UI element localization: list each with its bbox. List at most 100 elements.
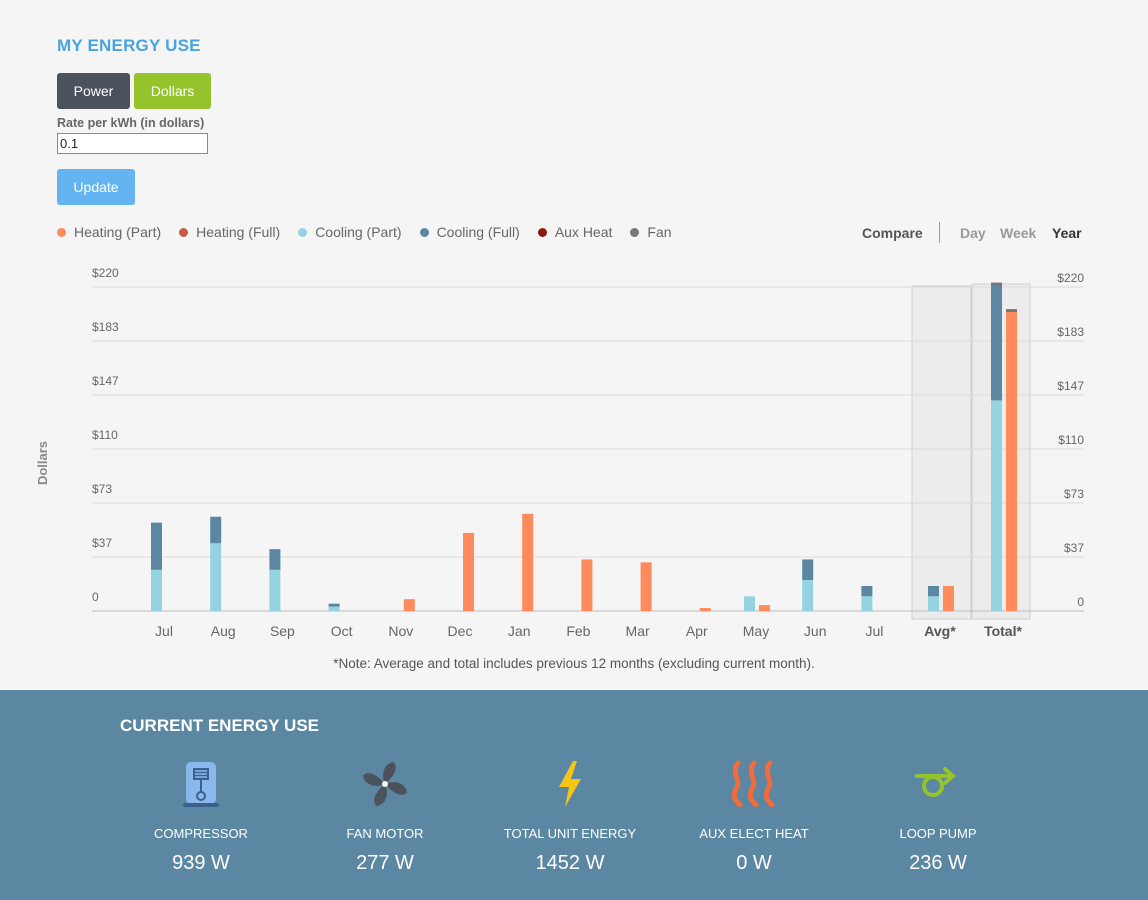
compressor-icon xyxy=(111,758,291,810)
bar-cooling-full xyxy=(151,522,162,570)
x-tick-label: Oct xyxy=(331,623,353,639)
bar-cooling-part xyxy=(802,580,814,611)
energy-bar-chart: 0 0 $37 $37 $73 $73 $110 $110 $147 $147 $183 $183 $2… xyxy=(35,266,1084,639)
bar-heating-part xyxy=(640,562,652,611)
bar-heating-part xyxy=(581,559,593,611)
legend-label: Heating (Part) xyxy=(74,224,162,240)
y-tick-label: $110 xyxy=(92,428,118,442)
loop-pump-value: 236 W xyxy=(909,852,967,874)
x-tick-label: Aug xyxy=(211,623,236,639)
avg-highlight-zone xyxy=(911,285,972,620)
x-tick-label: Nov xyxy=(388,623,413,639)
loop-pump-icon xyxy=(848,758,1028,810)
legend-dot-icon xyxy=(630,227,640,237)
y-tick-label: $73 xyxy=(92,482,112,496)
update-button[interactable]: Update xyxy=(57,169,135,205)
legend-label: Cooling (Full) xyxy=(436,224,520,240)
y-tick-label: $183 xyxy=(92,320,119,334)
page-title: MY ENERGY USE xyxy=(57,36,201,55)
bar-cooling-full xyxy=(802,559,814,581)
bar-cooling-full xyxy=(328,603,340,607)
x-tick-label: Total* xyxy=(984,623,1022,639)
total-unit-energy-label: TOTAL UNIT ENERGY xyxy=(503,826,637,841)
fan-motor-label: FAN MOTOR xyxy=(346,826,424,841)
y-axis-label: Dollars xyxy=(35,441,50,485)
current-energy-title: CURRENT ENERGY USE xyxy=(120,716,319,735)
legend-item[interactable]: Heating (Part) xyxy=(57,224,161,240)
y-tick-label-right: $183 xyxy=(1057,325,1084,339)
bar-heating-part xyxy=(943,585,954,611)
legend-dot-icon xyxy=(537,227,547,237)
legend-dot-icon xyxy=(57,227,66,237)
legend-label: Fan xyxy=(647,224,672,240)
period-week-tab[interactable]: Week xyxy=(1000,225,1037,241)
y-tick-label-right: $37 xyxy=(1064,541,1084,555)
x-tick-label: Avg* xyxy=(924,623,956,639)
legend-label: Heating (Full) xyxy=(196,224,281,240)
current-energy-panel: CURRENT ENERGY USE COMPRESSOR 939 W xyxy=(0,690,1148,900)
loop-pump-label: LOOP PUMP xyxy=(899,826,977,841)
legend-item[interactable]: Cooling (Full) xyxy=(419,224,520,240)
legend-dot-icon xyxy=(298,227,308,237)
x-tick-label: Jul xyxy=(865,623,883,639)
x-tick-label: Dec xyxy=(448,623,473,639)
dollars-toggle-button[interactable]: Dollars xyxy=(134,73,211,109)
legend-label: Aux Heat xyxy=(554,224,613,240)
y-tick-label: $147 xyxy=(92,374,119,388)
legend-dot-icon xyxy=(419,227,429,237)
lightning-icon xyxy=(480,758,660,810)
fan-motor-icon xyxy=(295,758,475,810)
x-tick-label: May xyxy=(743,623,769,639)
bar-fan xyxy=(991,282,1002,286)
bar-cooling-part xyxy=(861,596,873,611)
loop-pump-tile: LOOP PUMP 236 W xyxy=(848,758,1028,875)
compressor-label: COMPRESSOR xyxy=(154,826,248,841)
y-tick-label-right: $220 xyxy=(1057,271,1084,285)
compare-button[interactable]: Compare xyxy=(862,225,923,241)
legend-item[interactable]: Heating (Full) xyxy=(179,224,280,240)
total-unit-energy-tile: TOTAL UNIT ENERGY 1452 W xyxy=(480,758,660,875)
x-tick-label: Jul xyxy=(155,623,173,639)
bar-heating-part xyxy=(463,532,474,611)
y-tick-label-right: 0 xyxy=(1077,595,1084,609)
bar-cooling-part xyxy=(151,569,162,611)
legend-item[interactable]: Fan xyxy=(630,224,672,240)
aux-heat-tile: AUX ELECT HEAT 0 W xyxy=(664,758,844,875)
bar-cooling-part xyxy=(328,606,340,611)
bar-fan xyxy=(1006,309,1017,313)
compressor-tile: COMPRESSOR 939 W xyxy=(111,758,291,875)
x-tick-label: Mar xyxy=(626,623,650,639)
bar-heating-part xyxy=(403,599,415,611)
bar-cooling-part xyxy=(210,543,222,611)
legend-item[interactable]: Aux Heat xyxy=(537,224,613,240)
compressor-value: 939 W xyxy=(172,852,230,874)
power-toggle-button[interactable]: Power xyxy=(57,73,130,109)
bar-cooling-full xyxy=(991,285,1002,401)
bar-heating-part xyxy=(1006,312,1017,611)
bar-cooling-part xyxy=(744,596,755,611)
fan-motor-value: 277 W xyxy=(356,852,414,874)
x-tick-label: Jun xyxy=(804,623,827,639)
legend-item[interactable]: Cooling (Part) xyxy=(298,224,402,240)
legend-label: Cooling (Part) xyxy=(315,224,402,240)
bar-cooling-part xyxy=(269,569,281,611)
period-year-tab[interactable]: Year xyxy=(1052,225,1082,241)
aux-heat-value: 0 W xyxy=(736,852,772,874)
total-unit-energy-value: 1452 W xyxy=(535,852,605,874)
bar-heating-part xyxy=(759,605,770,611)
bar-cooling-part xyxy=(928,596,939,611)
y-tick-label-right: $110 xyxy=(1058,433,1084,447)
controls-divider xyxy=(939,222,940,243)
chart-note: *Note: Average and total includes previo… xyxy=(333,656,815,671)
bar-cooling-full xyxy=(861,585,873,597)
fan-motor-tile: FAN MOTOR 277 W xyxy=(295,758,475,875)
bar-cooling-part xyxy=(991,400,1002,611)
aux-heat-label: AUX ELECT HEAT xyxy=(699,826,809,841)
rate-input[interactable] xyxy=(57,133,208,154)
y-tick-label-right: $147 xyxy=(1057,379,1084,393)
period-day-tab[interactable]: Day xyxy=(960,225,986,241)
legend-dot-icon xyxy=(179,227,189,237)
x-tick-label: Apr xyxy=(686,623,708,639)
bar-cooling-full xyxy=(269,549,281,570)
y-tick-label: $37 xyxy=(92,536,112,550)
